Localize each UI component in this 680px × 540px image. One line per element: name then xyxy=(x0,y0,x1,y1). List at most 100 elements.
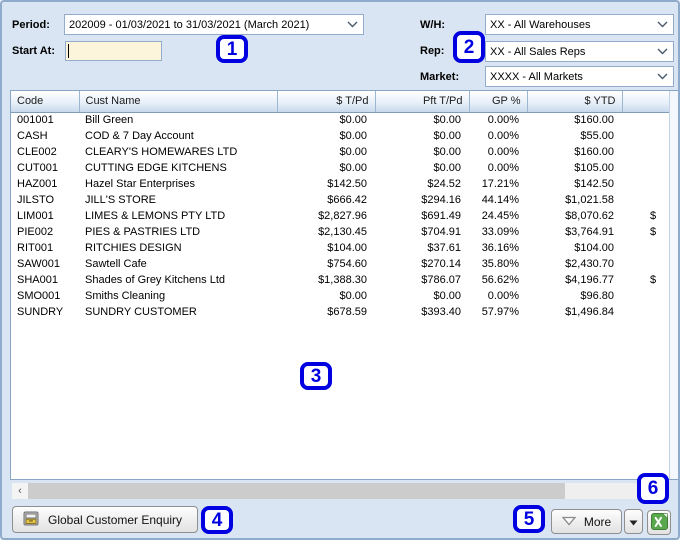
cell-extra xyxy=(622,240,669,256)
cell-total-paid: $0.00 xyxy=(277,288,375,304)
column-header-ytd[interactable]: $ YTD xyxy=(527,91,623,113)
cell-gp-percent: 0.00% xyxy=(469,288,527,304)
table-row[interactable]: HAZ001 Hazel Star Enterprises $142.50 $24.5… xyxy=(11,176,669,192)
customer-table: Code Cust Name $ T/Pd Pft T/Pd GP % $ YT… xyxy=(10,90,678,480)
table-row[interactable]: CUT001 CUTTING EDGE KITCHENS $0.00 $0.00 0.0… xyxy=(11,160,669,176)
cell-cust-name: CUTTING EDGE KITCHENS xyxy=(79,160,277,176)
table-row[interactable]: CLE002 CLEARY'S HOMEWARES LTD $0.00 $0.00 0.… xyxy=(11,144,669,160)
table-row[interactable]: CASH COD & 7 Day Account $0.00 $0.00 0.00% $5… xyxy=(11,128,669,144)
rep-value: XX - All Sales Reps xyxy=(490,45,586,58)
cell-ytd: $142.50 xyxy=(527,176,622,192)
cell-gp-percent: 0.00% xyxy=(469,144,527,160)
cell-code: LIM001 xyxy=(11,208,79,224)
cell-cust-name: PIES & PASTRIES LTD xyxy=(79,224,277,240)
market-label: Market: xyxy=(420,71,460,83)
scroll-left-button[interactable]: ‹ xyxy=(12,483,28,499)
horizontal-scrollbar-thumb[interactable] xyxy=(28,483,565,499)
cell-gp-percent: 33.09% xyxy=(469,224,527,240)
period-label: Period: xyxy=(12,19,50,31)
cell-code: 001001 xyxy=(11,112,79,128)
global-customer-enquiry-label: Global Customer Enquiry xyxy=(48,512,183,527)
table-row[interactable]: SUNDRY SUNDRY CUSTOMER $678.59 $393.40 57.97… xyxy=(11,304,669,320)
table-row[interactable]: SMO001 Smiths Cleaning $0.00 $0.00 0.00% $96.… xyxy=(11,288,669,304)
cell-extra xyxy=(622,288,669,304)
rep-label: Rep: xyxy=(420,45,445,57)
cell-gp-percent: 24.45% xyxy=(469,208,527,224)
table-row[interactable]: JILSTO JILL'S STORE $666.42 $294.16 44.14% $1… xyxy=(11,192,669,208)
more-label: More xyxy=(583,514,612,529)
column-header-code[interactable]: Code xyxy=(11,91,80,113)
column-header-profit-paid[interactable]: Pft T/Pd xyxy=(375,91,470,113)
export-excel-button[interactable] xyxy=(647,510,671,535)
cell-cust-name: SUNDRY CUSTOMER xyxy=(79,304,277,320)
excel-icon xyxy=(650,512,668,533)
cell-ytd: $8,070.62 xyxy=(527,208,622,224)
warehouse-dropdown[interactable]: XX - All Warehouses xyxy=(485,14,674,35)
chevron-down-icon xyxy=(657,71,668,83)
cell-code: CLE002 xyxy=(11,144,79,160)
cell-total-paid: $678.59 xyxy=(277,304,375,320)
cell-ytd: $160.00 xyxy=(527,112,622,128)
market-value: XXXX - All Markets xyxy=(490,70,583,83)
card-file-icon xyxy=(23,511,39,529)
cell-extra xyxy=(622,176,669,192)
callout-1: 1 xyxy=(216,35,248,63)
cell-ytd: $96.80 xyxy=(527,288,622,304)
column-header-gp-percent[interactable]: GP % xyxy=(469,91,528,113)
cell-total-paid: $142.50 xyxy=(277,176,375,192)
cell-profit-paid: $0.00 xyxy=(375,112,469,128)
cell-extra xyxy=(622,192,669,208)
table-header-row: Code Cust Name $ T/Pd Pft T/Pd GP % $ YT… xyxy=(11,91,670,113)
column-header-total-paid[interactable]: $ T/Pd xyxy=(277,91,376,113)
more-menu-button[interactable] xyxy=(624,509,643,534)
global-customer-enquiry-button[interactable]: Global Customer Enquiry xyxy=(12,506,198,533)
column-header-extra[interactable] xyxy=(622,91,670,113)
cell-gp-percent: 56.62% xyxy=(469,272,527,288)
cell-profit-paid: $294.16 xyxy=(375,192,469,208)
chevron-down-icon xyxy=(347,19,358,31)
triangle-down-outline-icon xyxy=(561,515,577,529)
cell-extra xyxy=(622,112,669,128)
rep-dropdown[interactable]: XX - All Sales Reps xyxy=(485,41,674,62)
cell-ytd: $2,430.70 xyxy=(527,256,622,272)
callout-6: 6 xyxy=(637,473,669,504)
cell-ytd: $55.00 xyxy=(527,128,622,144)
market-dropdown[interactable]: XXXX - All Markets xyxy=(485,66,674,87)
start-at-input[interactable] xyxy=(65,41,162,61)
cell-cust-name: Bill Green xyxy=(79,112,277,128)
table-row[interactable]: LIM001 LIMES & LEMONS PTY LTD $2,827.96 $69… xyxy=(11,208,669,224)
column-header-cust-name[interactable]: Cust Name xyxy=(79,91,278,113)
period-dropdown[interactable]: 202009 - 01/03/2021 to 31/03/2021 (March… xyxy=(64,14,364,35)
start-at-label: Start At: xyxy=(12,45,55,57)
cell-extra xyxy=(622,144,669,160)
table-row[interactable]: PIE002 PIES & PASTRIES LTD $2,130.45 $704.9… xyxy=(11,224,669,240)
cell-ytd: $1,021.58 xyxy=(527,192,622,208)
horizontal-scrollbar[interactable]: ‹ xyxy=(12,483,656,499)
table-row[interactable]: 001001 Bill Green $0.00 $0.00 0.00% $160.00 xyxy=(11,112,669,128)
cell-extra xyxy=(622,160,669,176)
cell-cust-name: JILL'S STORE xyxy=(79,192,277,208)
table-row[interactable]: SHA001 Shades of Grey Kitchens Ltd $1,388.… xyxy=(11,272,669,288)
warehouse-label: W/H: xyxy=(420,19,446,31)
table-row[interactable]: SAW001 Sawtell Cafe $754.60 $270.14 35.80% $2… xyxy=(11,256,669,272)
cell-total-paid: $0.00 xyxy=(277,112,375,128)
cell-extra xyxy=(622,128,669,144)
triangle-down-icon xyxy=(629,515,638,529)
cell-cust-name: RITCHIES DESIGN xyxy=(79,240,277,256)
cell-extra xyxy=(622,304,669,320)
cell-profit-paid: $0.00 xyxy=(375,128,469,144)
cell-profit-paid: $37.61 xyxy=(375,240,469,256)
cell-profit-paid: $393.40 xyxy=(375,304,469,320)
cell-total-paid: $2,130.45 xyxy=(277,224,375,240)
cell-profit-paid: $704.91 xyxy=(375,224,469,240)
vertical-scrollbar[interactable] xyxy=(669,91,678,479)
cell-total-paid: $1,388.30 xyxy=(277,272,375,288)
period-value: 202009 - 01/03/2021 to 31/03/2021 (March… xyxy=(69,18,310,31)
more-button[interactable]: More xyxy=(551,509,622,534)
cell-ytd: $4,196.77 xyxy=(527,272,622,288)
cell-code: SHA001 xyxy=(11,272,79,288)
cell-cust-name: Sawtell Cafe xyxy=(79,256,277,272)
cell-gp-percent: 0.00% xyxy=(469,112,527,128)
table-row[interactable]: RIT001 RITCHIES DESIGN $104.00 $37.61 36.16%… xyxy=(11,240,669,256)
